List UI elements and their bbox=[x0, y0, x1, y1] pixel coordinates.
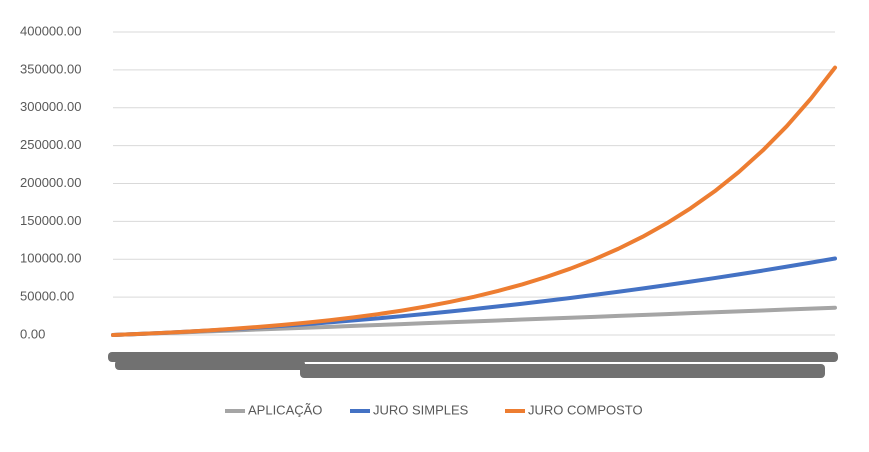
legend-label: JURO SIMPLES bbox=[373, 402, 469, 417]
y-tick-label: 400000.00 bbox=[20, 23, 81, 38]
y-tick-label: 0.00 bbox=[20, 326, 45, 341]
x-axis-labels-blur bbox=[108, 352, 838, 378]
series-line bbox=[111, 65, 837, 337]
y-tick-label: 350000.00 bbox=[20, 61, 81, 76]
y-tick-label: 100000.00 bbox=[20, 251, 81, 266]
legend-label: APLICAÇÃO bbox=[248, 402, 322, 417]
y-tick-label: 50000.00 bbox=[20, 289, 74, 304]
legend-label: JURO COMPOSTO bbox=[528, 402, 643, 417]
y-tick-label: 150000.00 bbox=[20, 213, 81, 228]
y-tick-label: 200000.00 bbox=[20, 175, 81, 190]
y-tick-label: 300000.00 bbox=[20, 99, 81, 114]
y-tick-label: 250000.00 bbox=[20, 137, 81, 152]
